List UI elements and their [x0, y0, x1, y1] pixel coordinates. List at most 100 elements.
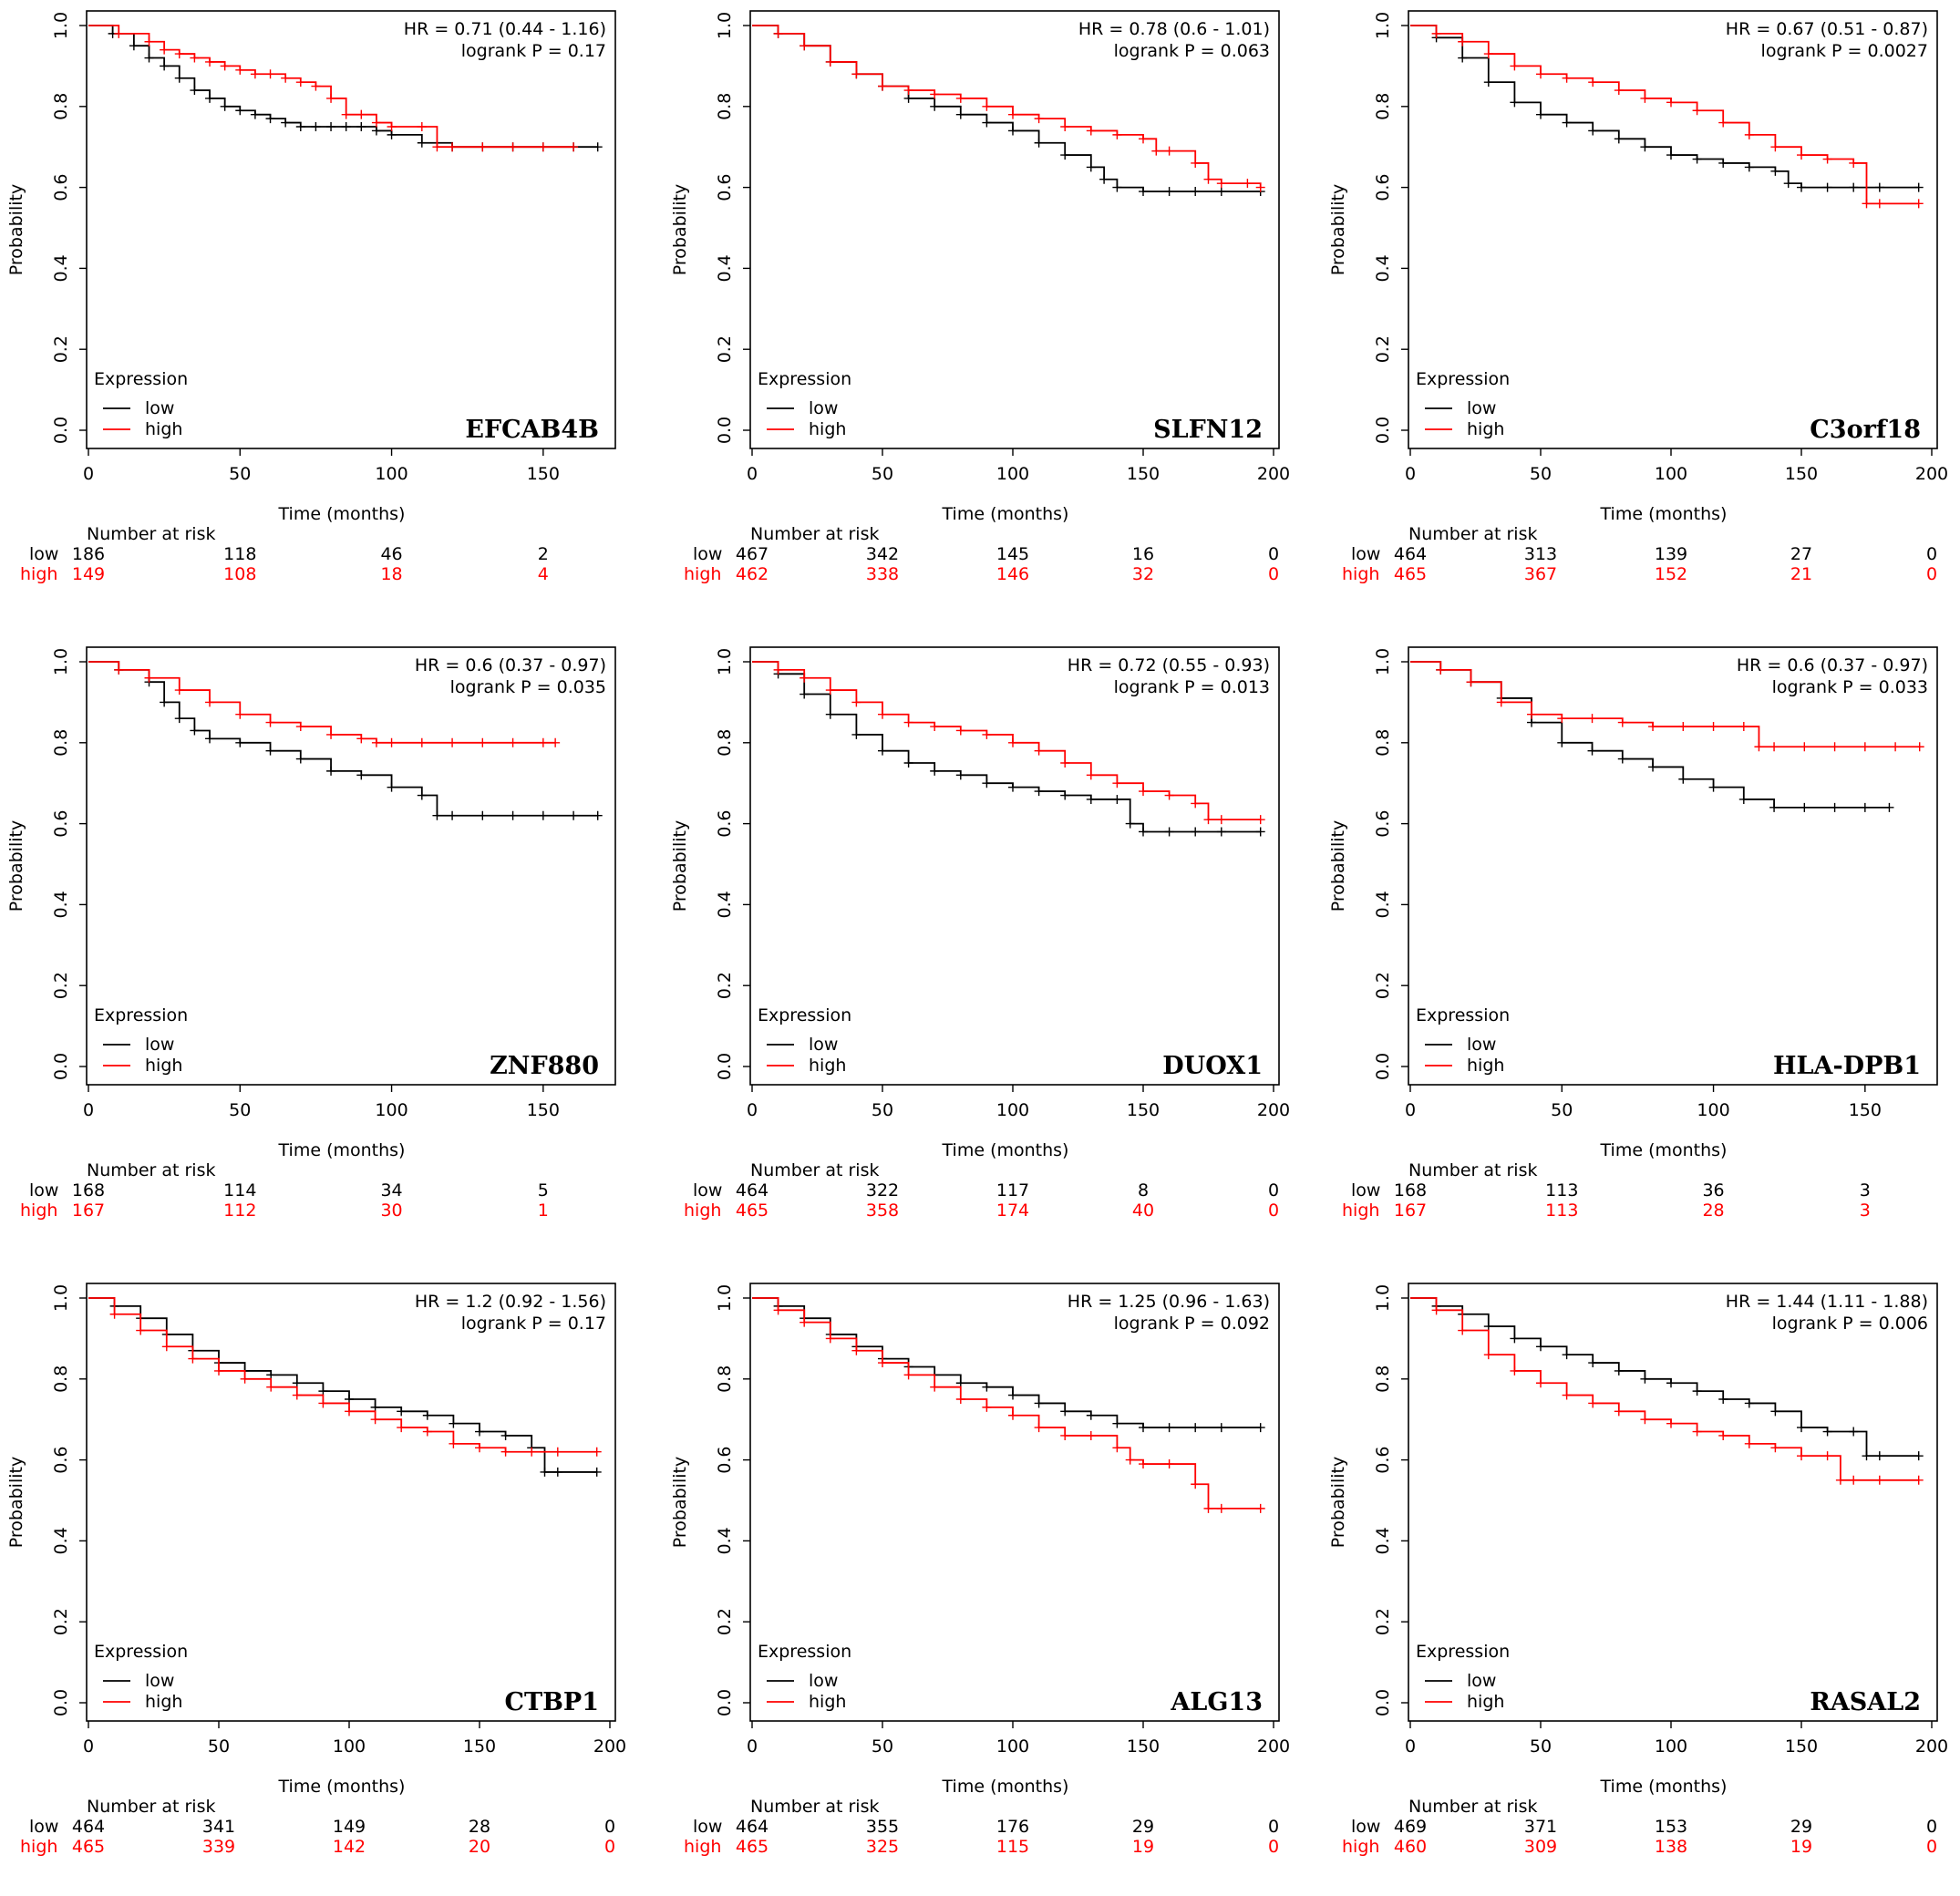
censor-mark	[508, 810, 518, 820]
censor-mark	[1822, 1451, 1832, 1461]
risk-low-value: 313	[1524, 544, 1557, 564]
censor-mark	[214, 1365, 223, 1376]
censor-mark	[773, 1305, 783, 1315]
km-panel-znf880: 0.0 0.2 0.4 0.6 0.8 1.0 Probability 0 50 100 150 Ti…	[0, 636, 653, 1260]
censor-mark	[1458, 1325, 1468, 1335]
y-tick-label: 0.0	[51, 1689, 71, 1716]
x-axis-title: Time (months)	[942, 1140, 1069, 1160]
risk-high-value: 149	[72, 564, 105, 584]
censor-mark	[1112, 1443, 1122, 1453]
risk-high-value: 465	[72, 1837, 105, 1857]
censor-mark	[109, 1309, 119, 1319]
censor-mark	[1744, 1438, 1754, 1448]
censor-mark	[1216, 1423, 1226, 1433]
censor-mark	[1483, 49, 1493, 59]
censor-mark	[1797, 150, 1806, 160]
risk-low-value: 118	[223, 544, 256, 564]
risk-high-value: 325	[866, 1837, 899, 1857]
legend-label-low: low	[145, 1671, 174, 1691]
censor-mark	[1483, 77, 1493, 88]
x-tick-label: 0	[747, 464, 758, 484]
censor-mark	[387, 737, 397, 747]
legend-label-high: high	[1467, 1056, 1504, 1076]
x-axis-title: Time (months)	[278, 1140, 406, 1160]
censor-mark	[825, 709, 835, 719]
censor-mark	[144, 36, 154, 46]
risk-high-value: 167	[72, 1200, 105, 1221]
plot-frame	[1408, 10, 1938, 449]
censor-mark	[240, 1374, 250, 1384]
censor-mark	[1086, 1410, 1096, 1420]
risk-low-value: 355	[866, 1817, 899, 1837]
censor-mark	[1008, 782, 1017, 792]
censor-mark	[1744, 129, 1754, 139]
censor-mark	[1034, 114, 1044, 124]
censor-mark	[1060, 150, 1070, 160]
censor-mark	[1874, 1451, 1884, 1461]
y-tick-label: 0.4	[715, 254, 735, 282]
censor-mark	[1527, 709, 1537, 719]
hazard-ratio-text: HR = 0.78 (0.6 - 1.01)	[1078, 19, 1270, 39]
censor-mark	[799, 41, 810, 51]
y-tick-label: 0.8	[1373, 1365, 1393, 1393]
risk-row-label-low: low	[1351, 544, 1380, 564]
censor-mark	[1822, 182, 1832, 192]
censor-mark	[1216, 827, 1226, 837]
legend-label-high: high	[1467, 419, 1504, 439]
x-axis-title: Time (months)	[278, 504, 406, 524]
plot-frame	[86, 646, 616, 1086]
risk-row-label-high: high	[1342, 1837, 1379, 1857]
risk-table-title: Number at risk	[1408, 1797, 1538, 1817]
censor-mark	[174, 685, 184, 696]
censor-mark	[1164, 790, 1174, 800]
censor-mark	[569, 142, 579, 152]
risk-low-value: 322	[866, 1180, 899, 1200]
censor-mark	[1718, 118, 1728, 128]
censor-mark	[432, 142, 442, 152]
y-tick-label: 0.0	[715, 417, 735, 444]
censor-mark	[1536, 1342, 1545, 1352]
censor-mark	[1914, 182, 1924, 192]
km-panel-c3orf18: 0.0 0.2 0.4 0.6 0.8 1.0 Probability 0 50 100 150 20…	[1322, 0, 1960, 623]
x-tick-label: 100	[996, 1736, 1029, 1757]
censor-mark	[903, 717, 913, 727]
hazard-ratio-text: HR = 1.44 (1.11 - 1.88)	[1726, 1292, 1928, 1312]
y-axis-title: Probability	[670, 1457, 690, 1548]
censor-mark	[250, 69, 260, 79]
legend-label-low: low	[809, 1671, 838, 1691]
censor-mark	[1139, 187, 1148, 197]
censor-mark	[1086, 770, 1096, 780]
risk-high-value: 309	[1524, 1837, 1557, 1857]
censor-mark	[311, 81, 321, 91]
censor-mark	[1216, 1503, 1226, 1513]
censor-mark	[318, 1398, 328, 1408]
censor-mark	[1914, 1451, 1924, 1461]
plot-frame	[749, 1283, 1280, 1722]
censor-mark	[1617, 754, 1627, 764]
censor-mark	[205, 697, 215, 707]
censor-mark	[295, 122, 305, 131]
x-tick-label: 150	[1127, 1100, 1160, 1120]
censor-mark	[370, 1415, 380, 1425]
y-tick-label: 1.0	[1373, 12, 1393, 39]
censor-mark	[500, 1430, 511, 1440]
y-tick-label: 0.6	[51, 1446, 71, 1473]
x-tick-label: 100	[1697, 1100, 1729, 1120]
x-tick-label: 200	[1257, 1736, 1290, 1757]
censor-mark	[1797, 1423, 1806, 1433]
censor-mark	[982, 101, 992, 111]
censor-mark	[235, 106, 245, 116]
risk-low-value: 29	[1132, 1817, 1154, 1837]
censor-mark	[825, 1334, 835, 1344]
censor-mark	[1255, 182, 1265, 192]
x-tick-label: 200	[1915, 1736, 1948, 1757]
y-axis-title: Probability	[670, 820, 690, 912]
x-tick-label: 50	[208, 1736, 230, 1757]
censor-mark	[1034, 787, 1044, 797]
risk-high-value: 146	[996, 564, 1029, 584]
censor-mark	[220, 101, 230, 111]
censor-mark	[1060, 122, 1070, 131]
x-tick-label: 50	[229, 1100, 251, 1120]
gene-name-label: C3orf18	[1810, 416, 1921, 444]
censor-mark	[1216, 815, 1226, 825]
